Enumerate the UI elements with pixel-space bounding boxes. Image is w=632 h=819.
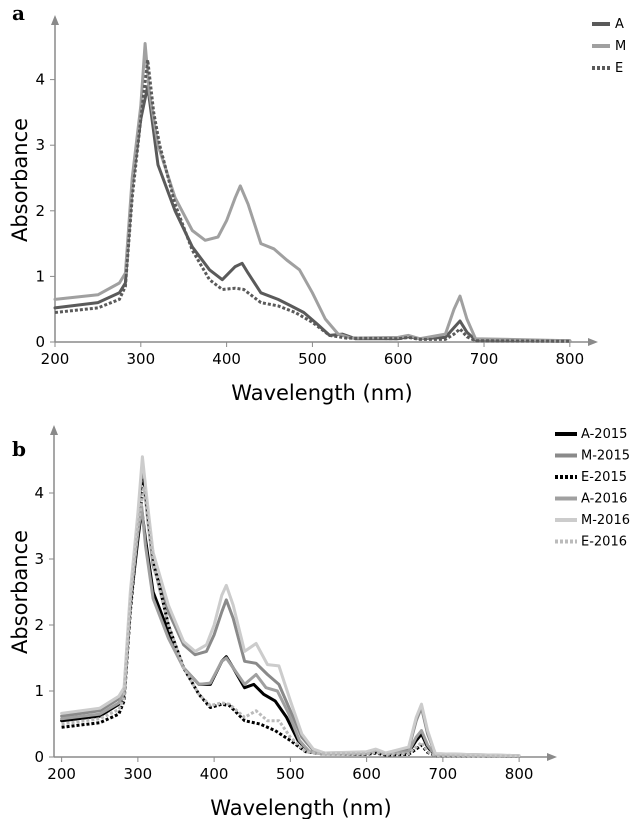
x-tick-label: 800 <box>505 765 534 783</box>
panel-a-chart: a 200 300 400 500 600 700 800 0 1 2 3 4 Wavelength (n… <box>8 1 626 405</box>
legend-label: E <box>615 61 623 76</box>
x-axis-title: Wavelength (nm) <box>231 381 412 405</box>
panel-label: b <box>12 437 26 461</box>
y-tick-label: 2 <box>34 616 44 634</box>
y-tick-label: 1 <box>34 682 44 700</box>
y-tick-label: 3 <box>35 136 45 154</box>
x-tick-label: 400 <box>200 765 229 783</box>
legend-label: A <box>615 17 624 32</box>
y-axis-arrow <box>50 425 58 435</box>
y-tick-label: 0 <box>35 333 45 351</box>
x-tick-label: 300 <box>124 765 153 783</box>
y-tick-label: 2 <box>35 202 45 220</box>
x-tick-label: 200 <box>47 765 76 783</box>
y-tick-label: 4 <box>34 484 44 502</box>
y-axis-arrow <box>51 15 59 25</box>
legend-label: E-2015 <box>581 470 627 485</box>
y-axis-title: Absorbance <box>8 530 32 654</box>
x-tick-label: 700 <box>429 765 458 783</box>
x-tick-label: 400 <box>212 350 241 368</box>
x-tick-label: 600 <box>384 350 413 368</box>
y-tick-label: 1 <box>35 267 45 285</box>
series-line-m-2016 <box>60 455 521 758</box>
series-line-a-2016 <box>60 504 521 758</box>
y-tick-label: 4 <box>35 71 45 89</box>
series-line-e-2016 <box>61 484 520 758</box>
series-line-m <box>53 42 572 343</box>
panel-label: a <box>12 1 25 25</box>
panel-b-chart: b 200 300 400 500 600 700 800 0 1 2 3 4 Wavelength (n… <box>8 425 630 819</box>
legend-label: M-2015 <box>581 449 630 464</box>
x-tick-label: 700 <box>470 350 499 368</box>
x-axis-title: Wavelength (nm) <box>210 796 391 819</box>
x-tick-label: 500 <box>276 765 305 783</box>
x-tick-label: 800 <box>556 350 585 368</box>
x-tick-label: 500 <box>298 350 327 368</box>
x-tick-label: 200 <box>41 350 70 368</box>
x-tick-label: 600 <box>352 765 381 783</box>
legend-label: M <box>615 39 626 54</box>
x-axis-arrow <box>588 338 598 346</box>
x-tick-label: 300 <box>126 350 155 368</box>
legend-label: E-2016 <box>581 535 627 550</box>
y-axis-title: Absorbance <box>8 118 32 242</box>
series-line-a <box>53 84 572 343</box>
legend-label: A-2016 <box>581 492 627 507</box>
series-line-e <box>54 58 570 343</box>
y-tick-label: 3 <box>34 550 44 568</box>
x-axis-arrow <box>547 753 557 761</box>
y-tick-label: 0 <box>34 748 44 766</box>
legend-label: A-2015 <box>581 427 627 442</box>
legend-label: M-2016 <box>581 513 630 528</box>
